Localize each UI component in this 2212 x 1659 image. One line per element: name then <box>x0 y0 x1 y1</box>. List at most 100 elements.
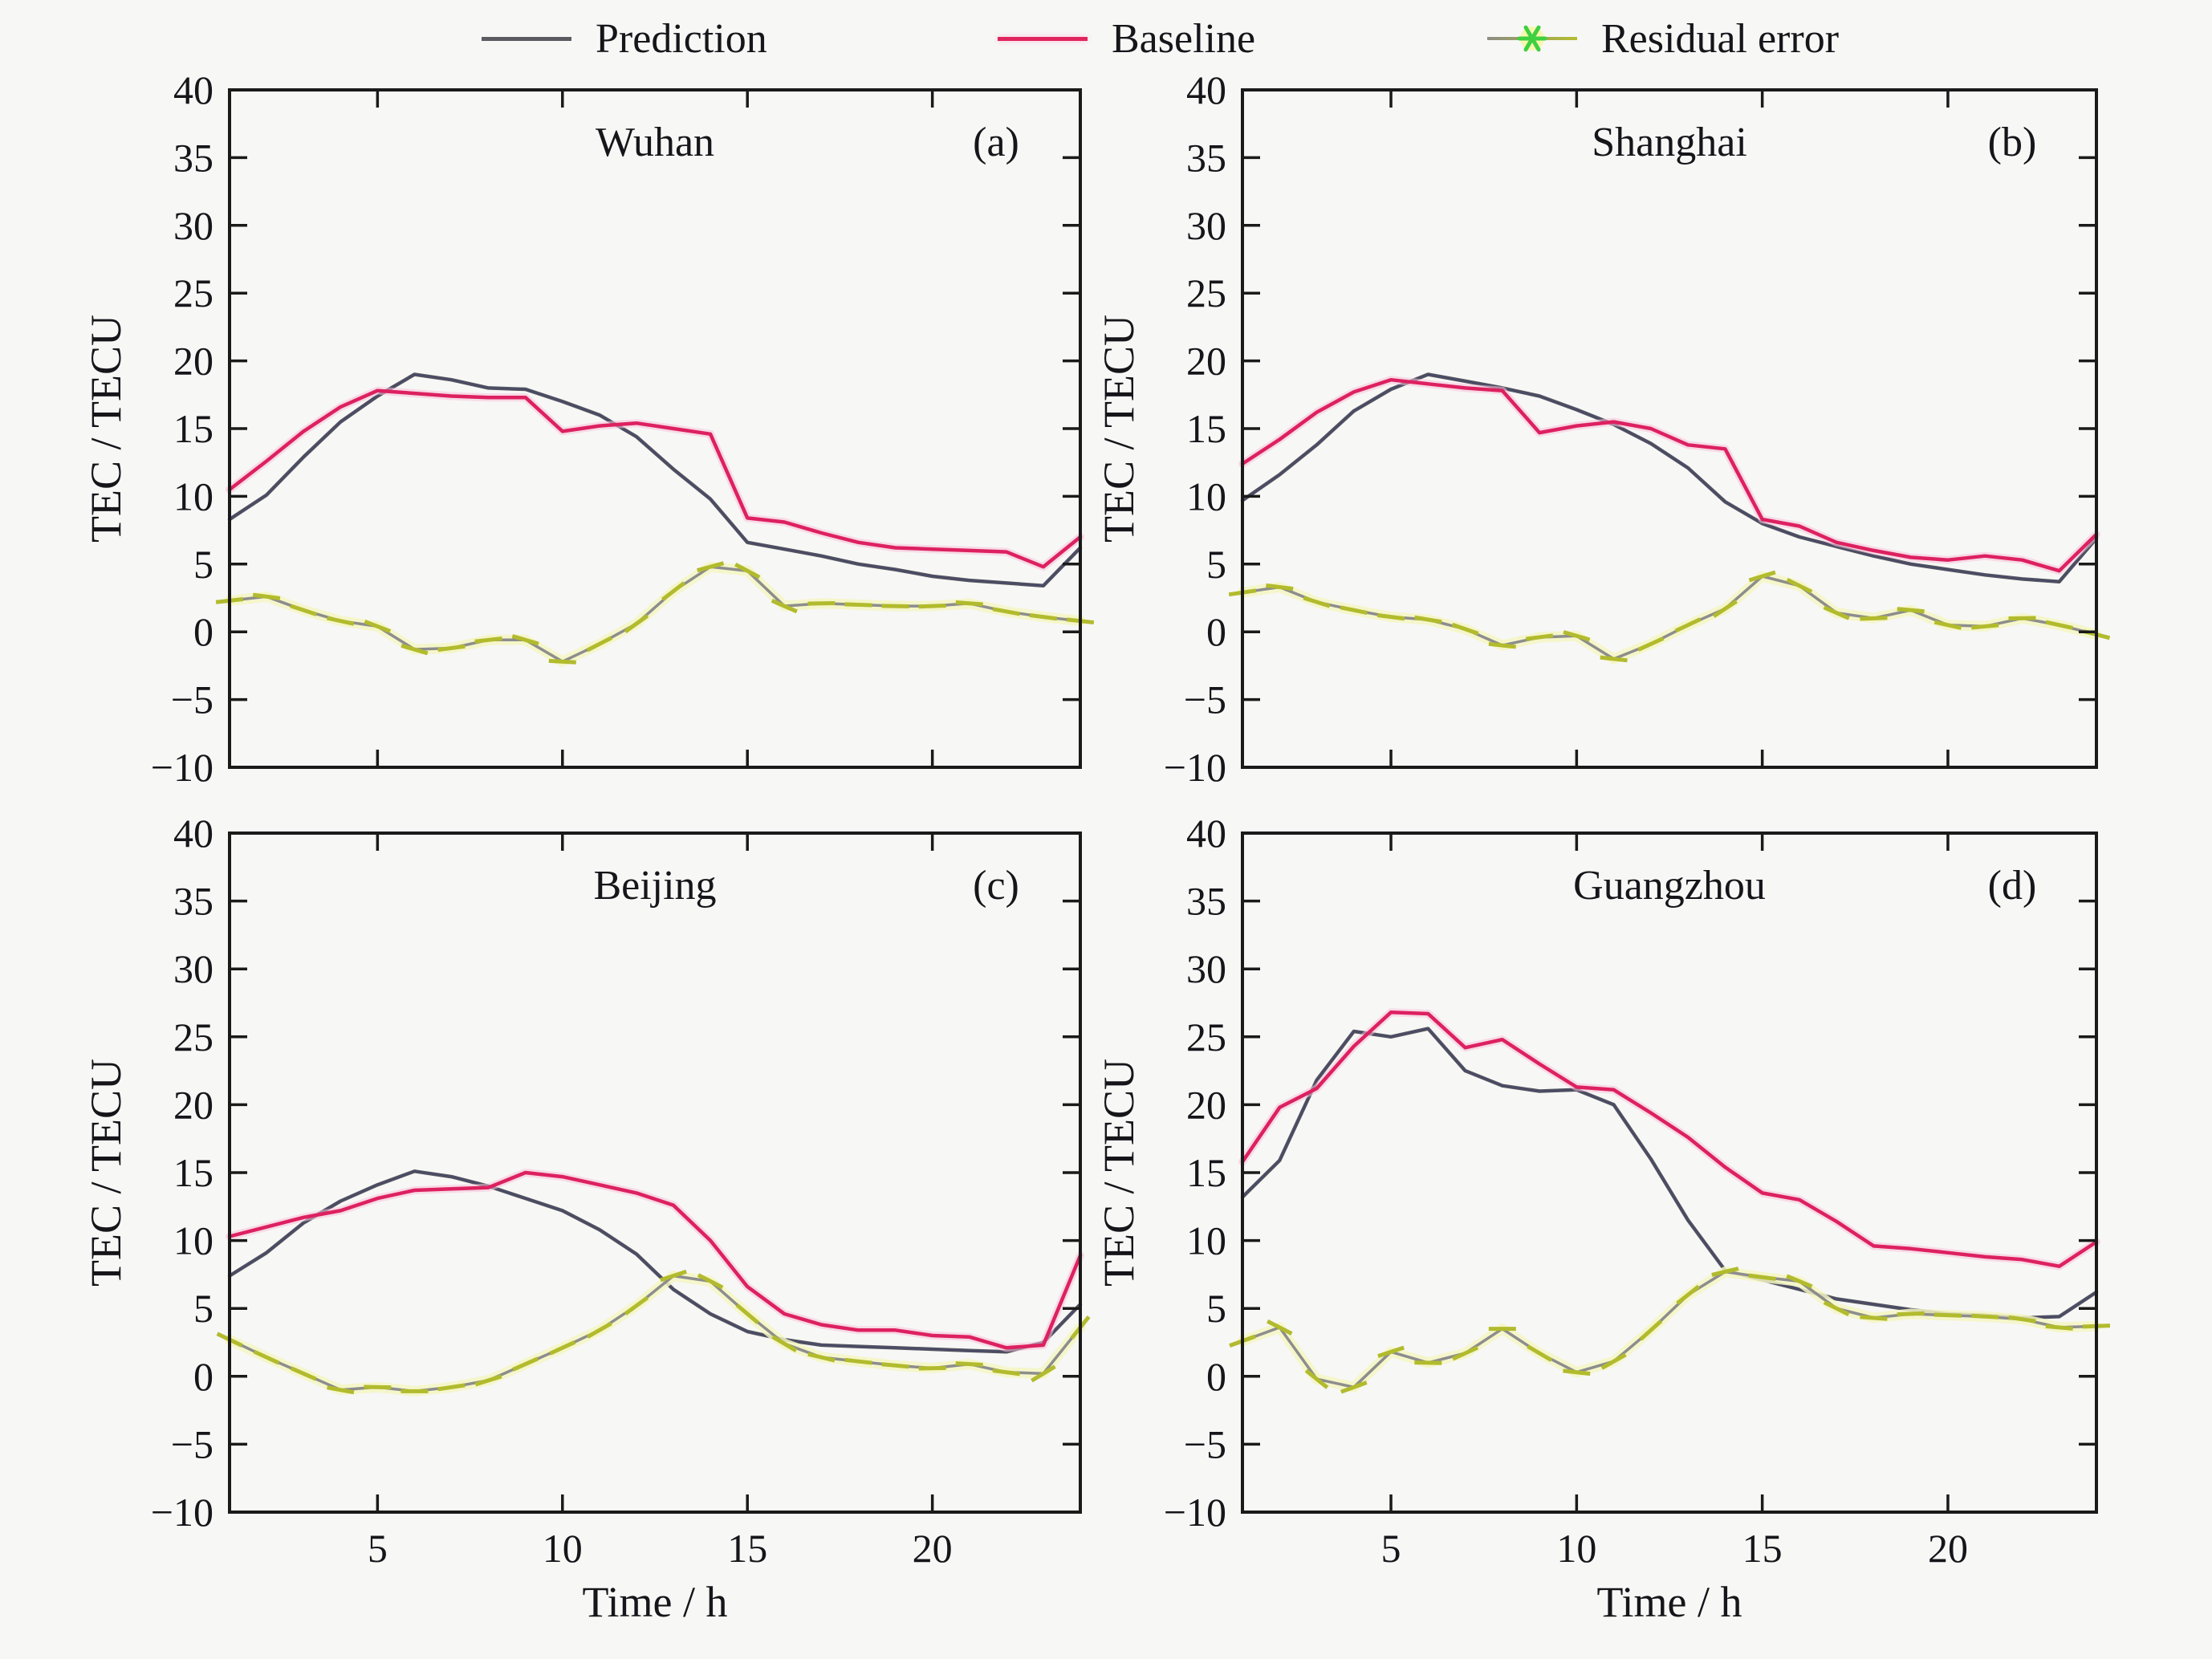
baseline-line-halo <box>1238 376 2100 575</box>
plot-box <box>1241 832 2098 1514</box>
plot-box <box>1241 88 2098 769</box>
chart-panel-b: 40 35 30 25 20 15 10 5 0 −5 −10 TEC / TECU Shanghai (… <box>1095 67 2111 790</box>
residual-line-base <box>1241 1270 2098 1389</box>
panel-title: Beijing <box>593 863 716 909</box>
y-axis-label: TEC / TECU <box>82 315 130 543</box>
x-tick-label: 10 <box>543 1526 583 1571</box>
prediction-line-swatch <box>482 36 571 41</box>
legend-item-baseline: Baseline <box>998 8 1255 69</box>
y-tick-label: −5 <box>1184 1421 1226 1466</box>
y-tick-label: 15 <box>1186 1150 1226 1195</box>
y-tick-label: 20 <box>173 1082 213 1127</box>
baseline-line <box>1240 377 2099 573</box>
legend-label-prediction: Prediction <box>596 15 767 62</box>
y-tick-label: 35 <box>173 879 213 924</box>
chart-panel-c: 40 35 30 25 20 15 10 5 0 −5 −10 5 10 15 20 Time / h TEC … <box>82 811 1091 1626</box>
y-tick-label: −10 <box>1164 1490 1226 1535</box>
y-tick-label: 20 <box>1186 1082 1226 1127</box>
y-tick-label: 40 <box>1186 811 1226 856</box>
chart-panel-d: 40 35 30 25 20 15 10 5 0 −5 −10 5 10 15 20 Time / h TEC … <box>1095 811 2111 1626</box>
y-tick-label: 40 <box>173 811 213 856</box>
y-tick-label: 30 <box>1186 946 1226 991</box>
x-tick-label: 20 <box>913 1526 953 1571</box>
residual-line-swatch <box>1487 25 1577 52</box>
plot-box <box>228 88 1082 769</box>
y-tick-label: 25 <box>173 270 213 315</box>
y-tick-label: 20 <box>1186 339 1226 384</box>
y-tick-label: −5 <box>171 1421 213 1466</box>
y-axis-label: TEC / TECU <box>1095 1059 1143 1287</box>
chart-panel-a: 40 35 30 25 20 15 10 5 0 −5 −10 TEC / TECU Wuhan (a) <box>82 67 1095 790</box>
y-tick-label: 10 <box>173 1218 213 1263</box>
panel-letter: (a) <box>973 120 1019 165</box>
y-tick-label: 15 <box>173 406 213 451</box>
baseline-line-swatch <box>998 36 1088 41</box>
x-tick-label: 15 <box>727 1526 767 1571</box>
panel-title: Shanghai <box>1592 120 1747 165</box>
legend-label-baseline: Baseline <box>1112 15 1256 62</box>
prediction-line-core <box>1242 1027 2097 1319</box>
y-tick-label: 30 <box>173 946 213 991</box>
prediction-line-core <box>1242 373 2097 583</box>
panel-letter: (b) <box>1988 120 2037 165</box>
y-tick-label: 10 <box>173 474 213 518</box>
y-tick-label: 35 <box>173 135 213 180</box>
x-axis-label: Time / h <box>1596 1578 1742 1626</box>
y-tick-label: 5 <box>1206 1286 1226 1331</box>
y-tick-label: 0 <box>1206 609 1226 654</box>
plot-box <box>228 832 1082 1514</box>
y-tick-label: 35 <box>1186 879 1226 924</box>
y-tick-label: 40 <box>173 67 213 112</box>
prediction-line <box>1240 1027 2099 1320</box>
y-tick-label: 25 <box>1186 270 1226 315</box>
y-tick-label: 0 <box>1206 1354 1226 1399</box>
panel-title: Wuhan <box>596 120 714 165</box>
axis-ticks <box>231 832 1079 1514</box>
y-tick-label: 5 <box>193 1286 213 1331</box>
x-tick-label: 15 <box>1742 1526 1783 1571</box>
y-tick-label: 40 <box>1186 67 1226 112</box>
prediction-line-core <box>229 373 1081 587</box>
panel-title: Guangzhou <box>1573 863 1766 909</box>
residual-marker-segments <box>215 561 1095 665</box>
legend-item-residual: Residual error <box>1487 8 1839 69</box>
asterisk-marker-icon <box>1517 25 1547 52</box>
y-axis-label: TEC / TECU <box>82 1059 130 1287</box>
y-tick-label: 30 <box>173 203 213 248</box>
prediction-line-core <box>229 1170 1081 1353</box>
panel-letter: (c) <box>973 863 1019 909</box>
y-tick-label: 30 <box>1186 203 1226 248</box>
baseline-line <box>1240 1010 2099 1268</box>
y-tick-label: 35 <box>1186 135 1226 180</box>
axis-ticks <box>1244 88 2095 769</box>
y-tick-label: 0 <box>193 1354 213 1399</box>
y-tick-label: 10 <box>1186 1218 1226 1263</box>
residual-line-halo <box>224 561 1086 667</box>
axis-ticks <box>1244 832 2095 1514</box>
y-tick-label: 25 <box>173 1015 213 1059</box>
panel-letter: (d) <box>1988 863 2037 909</box>
legend: Prediction Baseline Residual error <box>0 8 2212 72</box>
baseline-line-halo <box>226 386 1084 571</box>
y-tick-label: −10 <box>151 1490 213 1535</box>
y-axis-label: TEC / TECU <box>1095 315 1143 543</box>
residual-line-halo <box>1237 571 2102 665</box>
legend-label-residual: Residual error <box>1601 15 1840 62</box>
y-tick-label: 15 <box>173 1150 213 1195</box>
x-tick-label: 10 <box>1556 1526 1596 1571</box>
axis-ticks <box>231 88 1079 769</box>
y-tick-label: 10 <box>1186 474 1226 518</box>
y-tick-label: 20 <box>173 339 213 384</box>
y-tick-label: 0 <box>193 609 213 654</box>
y-tick-label: −10 <box>151 745 213 790</box>
prediction-line <box>227 372 1083 588</box>
baseline-line-halo <box>1238 1008 2100 1271</box>
prediction-line <box>1240 372 2099 583</box>
y-tick-label: 5 <box>193 542 213 587</box>
x-axis-label: Time / h <box>582 1578 727 1626</box>
baseline-line <box>227 388 1083 569</box>
legend-item-prediction: Prediction <box>482 8 767 69</box>
y-tick-label: −5 <box>171 677 213 722</box>
y-tick-label: −10 <box>1164 745 1226 790</box>
